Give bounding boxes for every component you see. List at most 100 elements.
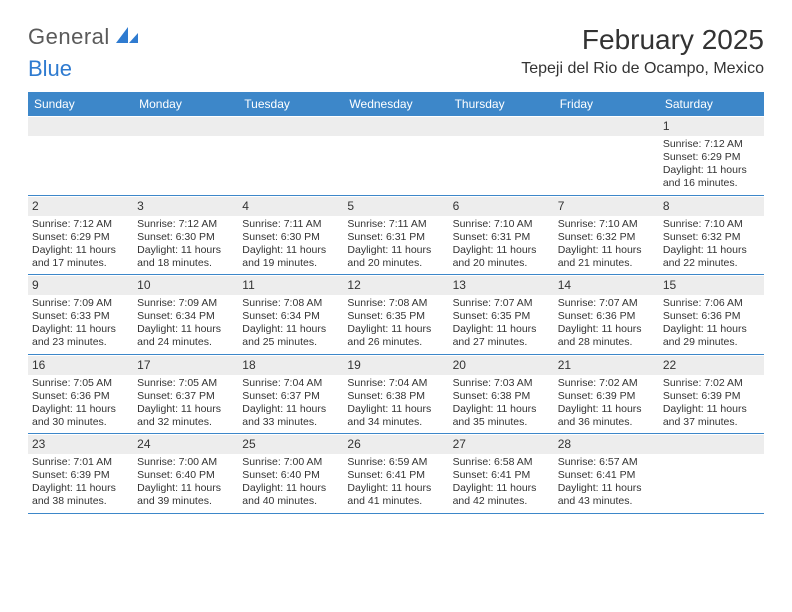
daylight2-label: and 25 minutes. xyxy=(242,336,339,349)
daylight2-label: and 29 minutes. xyxy=(663,336,760,349)
weekday-header-row: Sunday Monday Tuesday Wednesday Thursday… xyxy=(28,92,764,116)
day-number: 14 xyxy=(554,276,659,295)
weeks-container: 1Sunrise: 7:12 AMSunset: 6:29 PMDaylight… xyxy=(28,116,764,514)
day-cell xyxy=(343,116,448,195)
calendar-grid: Sunday Monday Tuesday Wednesday Thursday… xyxy=(28,92,764,514)
sunset-label: Sunset: 6:38 PM xyxy=(453,390,550,403)
sunrise-label: Sunrise: 6:59 AM xyxy=(347,456,444,469)
day-cell: 6Sunrise: 7:10 AMSunset: 6:31 PMDaylight… xyxy=(449,196,554,275)
sunset-label: Sunset: 6:41 PM xyxy=(347,469,444,482)
daylight2-label: and 20 minutes. xyxy=(347,257,444,270)
day-cell: 13Sunrise: 7:07 AMSunset: 6:35 PMDayligh… xyxy=(449,275,554,354)
daylight1-label: Daylight: 11 hours xyxy=(137,323,234,336)
daylight1-label: Daylight: 11 hours xyxy=(32,244,129,257)
daylight2-label: and 40 minutes. xyxy=(242,495,339,508)
sunrise-label: Sunrise: 7:10 AM xyxy=(558,218,655,231)
sunset-label: Sunset: 6:39 PM xyxy=(558,390,655,403)
daylight2-label: and 27 minutes. xyxy=(453,336,550,349)
day-number: 15 xyxy=(659,276,764,295)
sunset-label: Sunset: 6:30 PM xyxy=(242,231,339,244)
day-cell: 21Sunrise: 7:02 AMSunset: 6:39 PMDayligh… xyxy=(554,355,659,434)
day-number: 16 xyxy=(28,356,133,375)
daylight2-label: and 43 minutes. xyxy=(558,495,655,508)
sunrise-label: Sunrise: 7:01 AM xyxy=(32,456,129,469)
daylight1-label: Daylight: 11 hours xyxy=(242,244,339,257)
day-number: 25 xyxy=(238,435,343,454)
sunset-label: Sunset: 6:34 PM xyxy=(137,310,234,323)
day-number: 17 xyxy=(133,356,238,375)
day-cell: 1Sunrise: 7:12 AMSunset: 6:29 PMDaylight… xyxy=(659,116,764,195)
weekday-sunday: Sunday xyxy=(28,92,133,116)
day-cell: 8Sunrise: 7:10 AMSunset: 6:32 PMDaylight… xyxy=(659,196,764,275)
day-number xyxy=(449,117,554,136)
daylight2-label: and 20 minutes. xyxy=(453,257,550,270)
day-number xyxy=(554,117,659,136)
weekday-monday: Monday xyxy=(133,92,238,116)
daylight1-label: Daylight: 11 hours xyxy=(347,323,444,336)
day-cell xyxy=(28,116,133,195)
sunrise-label: Sunrise: 7:02 AM xyxy=(558,377,655,390)
daylight1-label: Daylight: 11 hours xyxy=(242,323,339,336)
daylight1-label: Daylight: 11 hours xyxy=(137,482,234,495)
day-cell: 23Sunrise: 7:01 AMSunset: 6:39 PMDayligh… xyxy=(28,434,133,513)
sunset-label: Sunset: 6:41 PM xyxy=(558,469,655,482)
day-cell xyxy=(449,116,554,195)
week-row: 2Sunrise: 7:12 AMSunset: 6:29 PMDaylight… xyxy=(28,196,764,276)
weekday-tuesday: Tuesday xyxy=(238,92,343,116)
sunrise-label: Sunrise: 7:12 AM xyxy=(137,218,234,231)
sunrise-label: Sunrise: 7:11 AM xyxy=(242,218,339,231)
week-row: 16Sunrise: 7:05 AMSunset: 6:36 PMDayligh… xyxy=(28,355,764,435)
daylight2-label: and 37 minutes. xyxy=(663,416,760,429)
daylight1-label: Daylight: 11 hours xyxy=(32,403,129,416)
sunset-label: Sunset: 6:37 PM xyxy=(242,390,339,403)
daylight1-label: Daylight: 11 hours xyxy=(453,244,550,257)
logo-text-b: Blue xyxy=(28,56,764,82)
daylight1-label: Daylight: 11 hours xyxy=(453,403,550,416)
daylight2-label: and 22 minutes. xyxy=(663,257,760,270)
day-number: 5 xyxy=(343,197,448,216)
day-number xyxy=(28,117,133,136)
daylight1-label: Daylight: 11 hours xyxy=(347,482,444,495)
day-cell: 24Sunrise: 7:00 AMSunset: 6:40 PMDayligh… xyxy=(133,434,238,513)
daylight1-label: Daylight: 11 hours xyxy=(558,482,655,495)
day-number: 4 xyxy=(238,197,343,216)
sunset-label: Sunset: 6:39 PM xyxy=(663,390,760,403)
daylight2-label: and 18 minutes. xyxy=(137,257,234,270)
day-number xyxy=(343,117,448,136)
sunset-label: Sunset: 6:33 PM xyxy=(32,310,129,323)
sunrise-label: Sunrise: 7:05 AM xyxy=(32,377,129,390)
day-number: 20 xyxy=(449,356,554,375)
sunrise-label: Sunrise: 7:07 AM xyxy=(558,297,655,310)
sunrise-label: Sunrise: 7:09 AM xyxy=(137,297,234,310)
daylight2-label: and 28 minutes. xyxy=(558,336,655,349)
day-cell: 2Sunrise: 7:12 AMSunset: 6:29 PMDaylight… xyxy=(28,196,133,275)
daylight1-label: Daylight: 11 hours xyxy=(558,323,655,336)
day-cell xyxy=(238,116,343,195)
daylight2-label: and 32 minutes. xyxy=(137,416,234,429)
sunrise-label: Sunrise: 7:05 AM xyxy=(137,377,234,390)
logo-text-a: General xyxy=(28,24,110,50)
week-row: 1Sunrise: 7:12 AMSunset: 6:29 PMDaylight… xyxy=(28,116,764,196)
day-cell xyxy=(133,116,238,195)
sunset-label: Sunset: 6:40 PM xyxy=(137,469,234,482)
day-cell: 18Sunrise: 7:04 AMSunset: 6:37 PMDayligh… xyxy=(238,355,343,434)
day-cell: 12Sunrise: 7:08 AMSunset: 6:35 PMDayligh… xyxy=(343,275,448,354)
sunset-label: Sunset: 6:36 PM xyxy=(32,390,129,403)
sunset-label: Sunset: 6:35 PM xyxy=(347,310,444,323)
daylight1-label: Daylight: 11 hours xyxy=(663,244,760,257)
day-cell: 16 Sunrise: 7:05 AMSunset: 6:36 PMDayligh… xyxy=(28,355,133,434)
week-row: 9Sunrise: 7:09 AMSunset: 6:33 PMDaylight… xyxy=(28,275,764,355)
day-cell: 25Sunrise: 7:00 AMSunset: 6:40 PMDayligh… xyxy=(238,434,343,513)
weekday-wednesday: Wednesday xyxy=(343,92,448,116)
daylight1-label: Daylight: 11 hours xyxy=(32,323,129,336)
day-cell xyxy=(554,116,659,195)
sunset-label: Sunset: 6:34 PM xyxy=(242,310,339,323)
day-cell: 3Sunrise: 7:12 AMSunset: 6:30 PMDaylight… xyxy=(133,196,238,275)
weekday-saturday: Saturday xyxy=(659,92,764,116)
daylight2-label: and 21 minutes. xyxy=(558,257,655,270)
daylight2-label: and 36 minutes. xyxy=(558,416,655,429)
sunrise-label: Sunrise: 7:09 AM xyxy=(32,297,129,310)
sunset-label: Sunset: 6:41 PM xyxy=(453,469,550,482)
day-number: 1 xyxy=(659,117,764,136)
sunrise-label: Sunrise: 7:00 AM xyxy=(137,456,234,469)
